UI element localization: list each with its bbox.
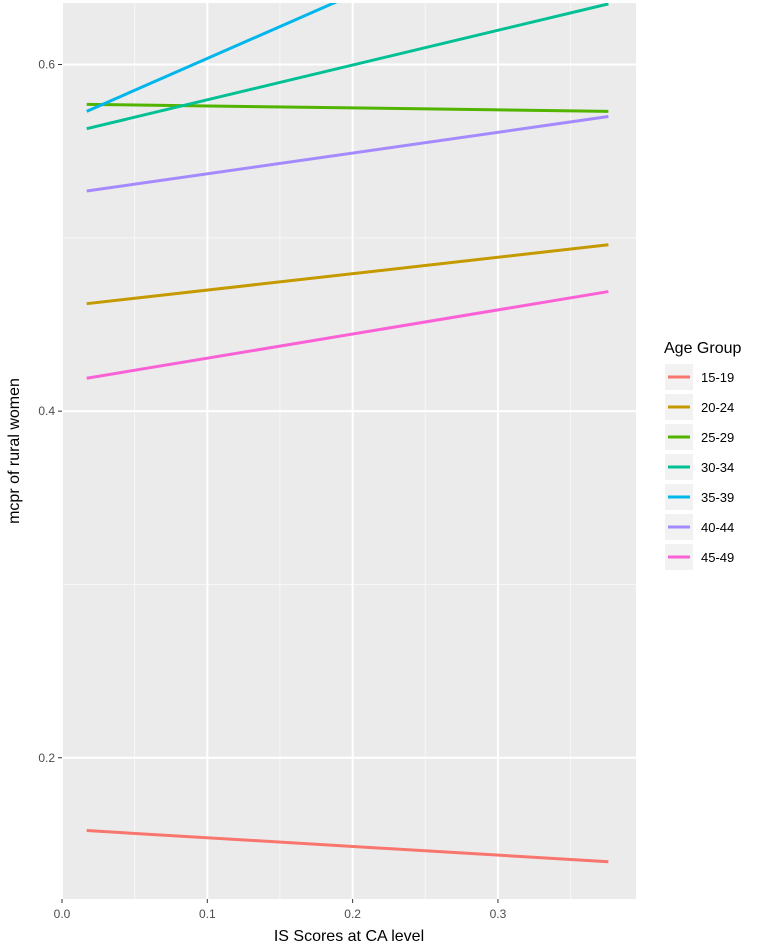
legend-items: 15-19 20-24 25-29 30-34 35-39 40-44 45-49 [665,364,734,570]
x-tick-label: 0.1 [199,907,216,921]
grid-minor [62,3,636,899]
legend-item-40-44: 40-44 [665,514,734,540]
series-line-15-19 [86,829,609,864]
x-tick-label: 0.0 [54,907,71,921]
series-line-45-49 [86,290,609,380]
legend-label: 35-39 [701,490,734,505]
series-line-35-39 [86,3,338,113]
y-tick-label: 0.2 [38,751,55,765]
series-line-20-24 [86,243,609,306]
legend-item-15-19: 15-19 [665,364,734,390]
legend-item-35-39: 35-39 [665,484,734,510]
legend-item-30-34: 30-34 [665,454,734,480]
y-tick-label: 0.4 [38,404,55,418]
y-tick-label: 0.6 [38,58,55,72]
panel-background [62,3,636,899]
x-axis: 0.0 0.1 0.2 0.3 [54,899,507,921]
legend-label: 30-34 [701,460,734,475]
series-line-30-34 [86,3,609,131]
legend-label: 25-29 [701,430,734,445]
legend-item-25-29: 25-29 [665,424,734,450]
legend-label: 15-19 [701,370,734,385]
x-axis-title: IS Scores at CA level [274,928,424,945]
legend-label: 40-44 [701,520,734,535]
legend-item-20-24: 20-24 [665,394,734,420]
legend-title: Age Group [664,340,741,357]
series-line-25-29 [86,102,609,113]
series-lines [86,3,609,864]
legend-label: 45-49 [701,550,734,565]
y-axis-title: mcpr of rural women [6,378,23,524]
x-tick-label: 0.2 [344,907,361,921]
legend-label: 20-24 [701,400,734,415]
x-tick-label: 0.3 [490,907,507,921]
legend-item-45-49: 45-49 [665,544,734,570]
series-line-40-44 [86,115,609,193]
y-axis: 0.2 0.4 0.6 [38,58,62,765]
legend: Age Group 15-19 20-24 25-29 30-34 35-39 40-44… [664,340,741,570]
